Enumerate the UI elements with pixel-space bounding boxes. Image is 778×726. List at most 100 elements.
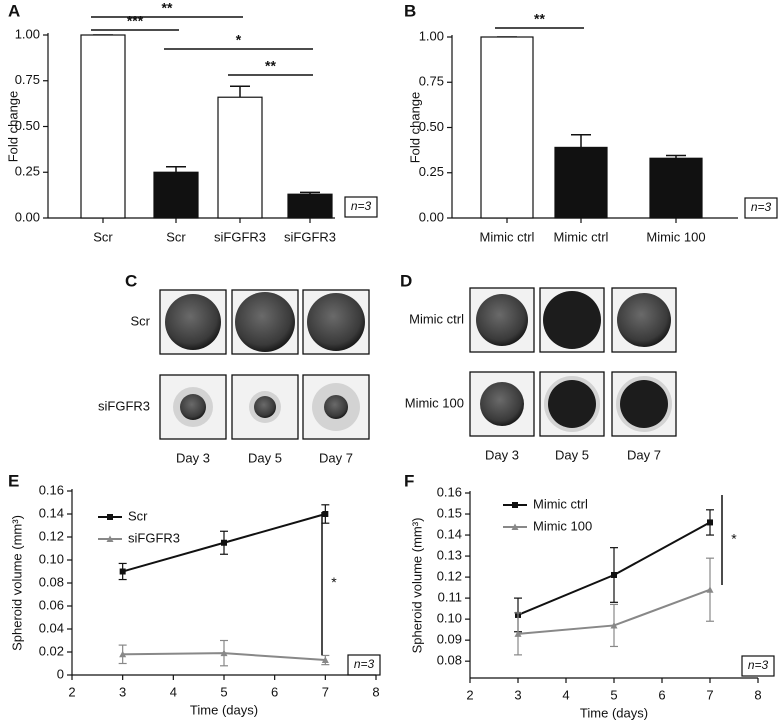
- significance-label: **: [265, 58, 276, 74]
- panel-letter: C: [125, 271, 137, 290]
- marker: [611, 571, 617, 578]
- y-tick-label: 0.10: [437, 611, 462, 626]
- column-label: Day 5: [248, 450, 282, 465]
- marker: [707, 519, 713, 526]
- y-tick-label: 1.00: [15, 26, 40, 41]
- spheroid: [543, 291, 601, 349]
- y-tick-label: 0.00: [419, 209, 444, 224]
- x-tick-label: 4: [170, 684, 177, 699]
- significance-label: *: [236, 32, 242, 48]
- x-tick-label: Scr: [93, 229, 113, 244]
- y-axis-label: Fold change: [5, 91, 20, 163]
- x-tick-label: 4: [562, 687, 569, 702]
- bar: [480, 36, 534, 219]
- marker: [119, 568, 126, 575]
- x-tick-label: Scr: [166, 229, 186, 244]
- y-tick-label: 0.12: [39, 528, 64, 543]
- y-tick-label: 0.14: [39, 505, 64, 520]
- x-axis-label: Time (days): [190, 702, 258, 717]
- marker: [610, 621, 618, 629]
- spheroid: [480, 382, 524, 426]
- row-label: Mimic 100: [405, 395, 464, 410]
- y-tick-label: 0.16: [437, 484, 462, 499]
- y-tick-label: 0.25: [15, 164, 40, 179]
- y-tick-label: 0.10: [39, 551, 64, 566]
- y-tick-label: 0: [57, 666, 64, 681]
- marker: [512, 502, 518, 508]
- note-box: [347, 654, 381, 676]
- y-tick-label: 0.08: [39, 574, 64, 589]
- panel-letter: A: [8, 1, 20, 20]
- x-tick-label: siFGFR3: [284, 229, 336, 244]
- marker: [107, 514, 113, 520]
- column-label: Day 7: [319, 450, 353, 465]
- y-tick-label: 0.11: [438, 590, 462, 605]
- y-tick-label: 0.02: [39, 643, 64, 658]
- marker: [706, 586, 714, 593]
- sample-size-note: n=3: [354, 657, 375, 671]
- y-tick-label: 0.50: [419, 119, 444, 134]
- spheroid: [180, 394, 206, 420]
- marker: [119, 650, 127, 658]
- column-label: Day 3: [176, 450, 210, 465]
- spheroid: [254, 396, 276, 418]
- y-axis-label: Spheroid volume (mm³): [9, 515, 24, 651]
- bar: [554, 146, 608, 219]
- row-label: siFGFR3: [98, 398, 150, 413]
- sample-size-note: n=3: [748, 658, 769, 672]
- significance-label: *: [731, 531, 737, 547]
- note-box: [744, 197, 778, 219]
- spheroid: [617, 293, 671, 347]
- x-tick-label: 7: [706, 687, 713, 702]
- spheroid: [324, 395, 348, 419]
- x-tick-label: Mimic 100: [646, 229, 705, 244]
- y-tick-label: 0.00: [15, 209, 40, 224]
- x-tick-label: 6: [658, 687, 665, 702]
- row-label: Scr: [131, 313, 151, 328]
- x-tick-label: 7: [322, 684, 329, 699]
- bar: [153, 171, 199, 219]
- legend-label: Mimic 100: [533, 518, 592, 533]
- x-tick-label: 5: [220, 684, 227, 699]
- x-axis-label: Time (days): [580, 705, 648, 720]
- column-label: Day 7: [627, 447, 661, 462]
- note-box: [344, 196, 378, 218]
- marker: [514, 630, 522, 637]
- y-tick-label: 0.04: [39, 620, 64, 635]
- sample-size-note: n=3: [751, 200, 772, 214]
- marker: [220, 649, 228, 657]
- legend-label: Scr: [128, 508, 148, 523]
- bar: [287, 193, 333, 219]
- y-tick-label: 0.75: [15, 72, 40, 87]
- significance-label: *: [331, 574, 337, 590]
- legend-label: Mimic ctrl: [533, 496, 588, 511]
- x-tick-label: 8: [372, 684, 379, 699]
- bar: [649, 157, 703, 219]
- spheroid: [476, 294, 528, 346]
- significance-label: **: [162, 0, 173, 16]
- panel-letter: E: [8, 471, 19, 490]
- y-axis-label: Fold change: [407, 92, 422, 164]
- column-label: Day 5: [555, 447, 589, 462]
- x-tick-label: Mimic ctrl: [554, 229, 609, 244]
- x-tick-label: 5: [610, 687, 617, 702]
- bar: [80, 34, 126, 219]
- spheroid: [307, 293, 365, 351]
- x-tick-label: 2: [68, 684, 75, 699]
- spheroid: [548, 380, 596, 428]
- y-tick-label: 0.09: [437, 632, 462, 647]
- y-tick-label: 0.13: [437, 548, 462, 563]
- y-tick-label: 0.14: [437, 526, 462, 541]
- y-tick-label: 0.50: [15, 118, 40, 133]
- column-label: Day 3: [485, 447, 519, 462]
- y-tick-label: 0.25: [419, 164, 444, 179]
- significance-label: **: [534, 11, 545, 27]
- marker: [221, 539, 227, 546]
- x-tick-label: 6: [271, 684, 278, 699]
- note-box: [741, 655, 775, 677]
- x-tick-label: Mimic ctrl: [480, 229, 535, 244]
- x-tick-label: 3: [514, 687, 521, 702]
- y-tick-label: 0.12: [437, 569, 462, 584]
- y-tick-label: 0.06: [39, 597, 64, 612]
